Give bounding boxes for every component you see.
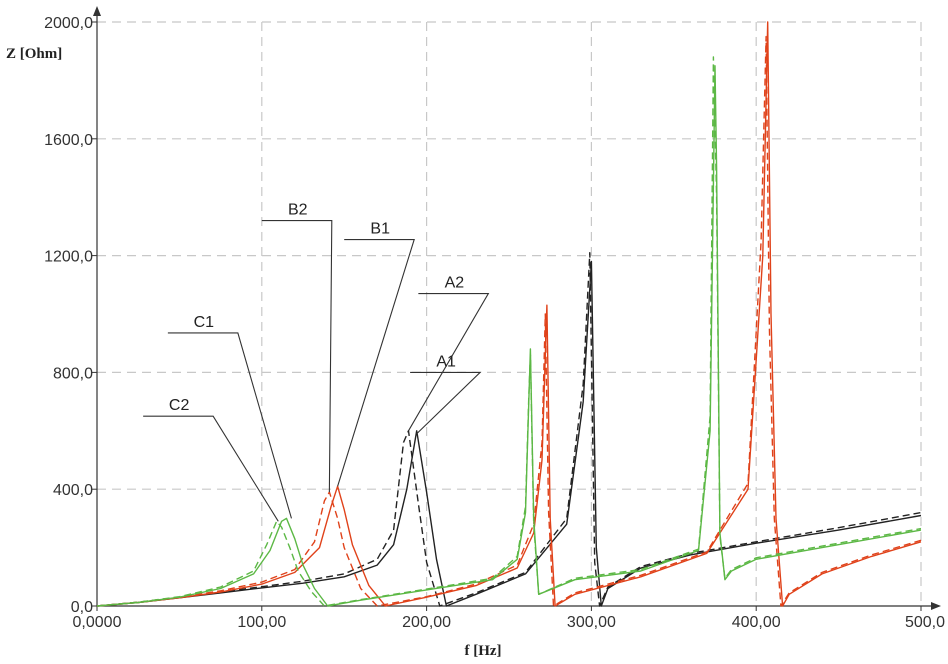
callout-line-b2 xyxy=(261,220,333,493)
y-axis-arrow xyxy=(93,6,101,16)
series-a1 xyxy=(96,260,922,607)
callout-label-a2: A2 xyxy=(445,275,465,292)
callout-line-c1 xyxy=(167,332,292,519)
y-tick-label: 0,0 xyxy=(71,599,93,616)
y-axis-label: Z [Ohm] xyxy=(6,46,62,62)
series-a2 xyxy=(96,251,922,607)
callout-label-c1: C1 xyxy=(194,314,215,331)
callout-label-b1: B1 xyxy=(370,221,390,238)
y-tick-label: 2000,0 xyxy=(44,15,93,32)
y-tick-label: 1600,0 xyxy=(44,132,93,149)
callout-label-c2: C2 xyxy=(169,397,190,414)
callout-label-b2: B2 xyxy=(288,202,308,219)
callout-group: C2 C1 B2 B1 A2 A1 xyxy=(143,202,490,522)
x-tick-label: 300,00 xyxy=(567,614,616,631)
axes xyxy=(92,6,941,611)
x-tick-label: 100,00 xyxy=(237,614,286,631)
callout-label-a1: A1 xyxy=(436,353,456,370)
callout-line-b1 xyxy=(337,238,415,487)
x-axis-label: f [Hz] xyxy=(464,643,501,659)
x-tick-label: 0,0000 xyxy=(73,614,122,631)
y-tick-label: 1200,0 xyxy=(44,249,93,266)
series-b1 xyxy=(96,21,922,607)
series-group xyxy=(96,21,922,607)
callout-line-a1 xyxy=(410,371,482,435)
y-tick-label: 400,0 xyxy=(53,482,93,499)
callout-line-c2 xyxy=(143,415,279,522)
series-c1 xyxy=(96,65,922,607)
series-b2 xyxy=(96,35,922,607)
x-axis-arrow xyxy=(931,602,941,610)
series-c2 xyxy=(96,56,922,607)
callout-line-a2 xyxy=(407,293,490,432)
x-tick-label: 500,0 xyxy=(905,614,945,631)
grid xyxy=(97,21,922,606)
y-tick-label: 800,0 xyxy=(53,365,93,382)
x-tick-label: 200,00 xyxy=(402,614,451,631)
x-tick-label: 400,00 xyxy=(732,614,781,631)
tick-labels: 0,0000 100,00 200,00 300,00 400,00 500,0 0,0 40… xyxy=(44,15,945,631)
